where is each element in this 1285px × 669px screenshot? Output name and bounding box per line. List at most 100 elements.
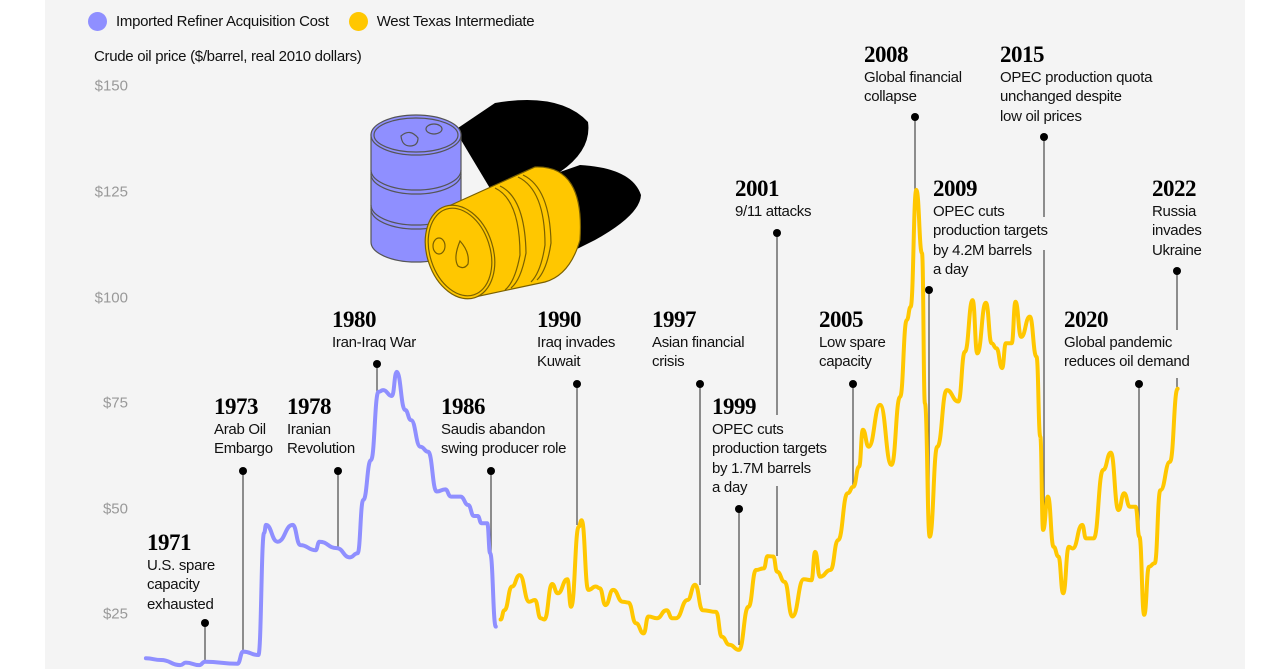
annotation-year: 1980 bbox=[332, 307, 376, 332]
series-line-wti bbox=[498, 187, 1180, 652]
annotation-1973: 1973 Arab Oil Embargo bbox=[214, 394, 273, 459]
annotation-2015: 2015 OPEC production quota unchanged despi… bbox=[1000, 42, 1152, 126]
annotation-year: 2015 bbox=[1000, 42, 1045, 67]
annotation-text: OPEC cuts bbox=[933, 203, 1005, 220]
annotation-dot bbox=[487, 467, 495, 475]
annotation-text: Russia bbox=[1152, 203, 1197, 220]
annotation-text: by 1.7M barrels bbox=[712, 459, 811, 477]
annotation-text: Kuwait bbox=[537, 353, 581, 371]
annotation-text: Revolution bbox=[287, 440, 355, 458]
series-line-irac bbox=[143, 369, 498, 668]
annotation-text: unchanged despite bbox=[1000, 88, 1122, 106]
annotation-text: capacity bbox=[819, 353, 872, 371]
legend-item-wti: West Texas Intermediate bbox=[348, 12, 535, 31]
annotation-text: swing producer role bbox=[441, 440, 567, 458]
annotation-1978: 1978 Iranian Revolution bbox=[287, 394, 355, 459]
annotation-text: Iraq invades bbox=[537, 334, 616, 351]
annotation-text: Ukraine bbox=[1152, 241, 1202, 259]
annotation-text: low oil prices bbox=[1000, 107, 1082, 125]
annotation-1990: 1990 Iraq invades Kuwait bbox=[537, 307, 615, 372]
annotation-1997: 1997 Asian financial crisis bbox=[652, 307, 745, 372]
chart-panel bbox=[45, 0, 1245, 669]
annotation-dot bbox=[373, 360, 381, 368]
annotation-2009: 2009 OPEC cuts production targets by 4.2M b… bbox=[933, 176, 1048, 279]
annotation-dot bbox=[773, 229, 781, 237]
annotation-text: Iran-Iraq War bbox=[332, 334, 416, 351]
annotation-2001: 2001 9/11 attacks bbox=[735, 176, 811, 221]
annotation-dot bbox=[1040, 133, 1048, 141]
legend-item-irac: Imported Refiner Acquisition Cost bbox=[88, 12, 329, 31]
annotation-text: Global financial bbox=[864, 69, 962, 86]
annotation-text: Iranian bbox=[287, 421, 331, 438]
legend-swatch-wti bbox=[348, 12, 368, 31]
annotation-text: Arab Oil bbox=[214, 421, 266, 438]
yellow-barrel bbox=[424, 166, 582, 300]
y-tick-label: $75 bbox=[102, 394, 128, 412]
annotation-text: production targets bbox=[933, 222, 1048, 240]
annotation-dot bbox=[911, 113, 919, 121]
annotation-dot bbox=[735, 505, 743, 513]
annotation-dot bbox=[201, 619, 209, 627]
y-tick-label: $125 bbox=[94, 183, 128, 201]
annotation-year: 1978 bbox=[287, 394, 331, 419]
legend: Imported Refiner Acquisition Cost West T… bbox=[88, 12, 554, 31]
annotation-text: Global pandemic bbox=[1064, 334, 1173, 351]
annotation-year: 1997 bbox=[652, 307, 697, 332]
annotation-year: 2001 bbox=[735, 176, 780, 201]
annotation-dot bbox=[1173, 267, 1181, 275]
annotation-dot bbox=[849, 380, 857, 388]
legend-swatch-irac bbox=[88, 12, 107, 31]
annotation-2020: 2020 Global pandemic reduces oil demand bbox=[1064, 307, 1190, 372]
barrel-shadow-purple bbox=[455, 100, 589, 205]
annotation-1999: 1999 OPEC cuts production targets by 1.7M b… bbox=[712, 394, 827, 497]
annotation-text: Asian financial bbox=[652, 334, 745, 351]
annotation-year: 1973 bbox=[214, 394, 258, 419]
annotation-dot bbox=[1135, 380, 1143, 388]
annotation-year: 1990 bbox=[537, 307, 582, 332]
annotation-year: 2022 bbox=[1152, 176, 1196, 201]
annotation-text: by 4.2M barrels bbox=[933, 241, 1032, 259]
annotation-1980: 1980 Iran-Iraq War bbox=[332, 307, 416, 352]
annotation-text: Embargo bbox=[214, 440, 273, 458]
y-tick-label: $50 bbox=[102, 500, 128, 518]
annotation-dot bbox=[573, 380, 581, 388]
annotation-text: OPEC production quota bbox=[1000, 69, 1153, 86]
annotation-text: a day bbox=[712, 478, 748, 496]
y-tick-label: $150 bbox=[94, 77, 128, 95]
annotation-dot bbox=[925, 286, 933, 294]
annotation-text: capacity bbox=[147, 576, 200, 594]
annotation-text: a day bbox=[933, 260, 969, 278]
annotation-text: crisis bbox=[652, 353, 685, 371]
annotation-text: Low spare bbox=[819, 334, 886, 351]
y-tick-label: $25 bbox=[102, 605, 128, 623]
annotation-year: 1971 bbox=[147, 530, 191, 555]
annotation-text: invades bbox=[1152, 222, 1202, 240]
y-axis-title: Crude oil price ($/barrel, real 2010 dol… bbox=[94, 48, 362, 65]
annotation-year: 2008 bbox=[864, 42, 908, 67]
annotation-text: production targets bbox=[712, 440, 827, 458]
annotation-dot bbox=[334, 467, 342, 475]
annotation-text: exhausted bbox=[147, 595, 214, 613]
annotation-text: 9/11 attacks bbox=[735, 203, 812, 220]
annotation-year: 2020 bbox=[1064, 307, 1108, 332]
annotation-2008: 2008 Global financial collapse bbox=[864, 42, 962, 107]
annotation-year: 2005 bbox=[819, 307, 863, 332]
annotation-text: reduces oil demand bbox=[1064, 353, 1190, 371]
annotation-text: Saudis abandon bbox=[441, 421, 546, 438]
y-tick-label: $100 bbox=[94, 289, 128, 307]
annotation-1971: 1971 U.S. spare capacity exhausted bbox=[147, 530, 215, 614]
annotation-text: U.S. spare bbox=[147, 557, 215, 574]
annotation-text: collapse bbox=[864, 88, 917, 106]
annotation-text: OPEC cuts bbox=[712, 421, 784, 438]
annotation-dot bbox=[696, 380, 704, 388]
annotation-dot bbox=[239, 467, 247, 475]
annotation-2005: 2005 Low spare capacity bbox=[819, 307, 886, 372]
annotation-1986: 1986 Saudis abandon swing producer role bbox=[441, 394, 567, 459]
legend-label-irac: Imported Refiner Acquisition Cost bbox=[116, 13, 329, 30]
legend-label-wti: West Texas Intermediate bbox=[376, 13, 535, 30]
annotation-2022: 2022 Russia invades Ukraine bbox=[1152, 176, 1202, 260]
annotation-year: 1986 bbox=[441, 394, 486, 419]
annotation-year: 2009 bbox=[933, 176, 977, 201]
